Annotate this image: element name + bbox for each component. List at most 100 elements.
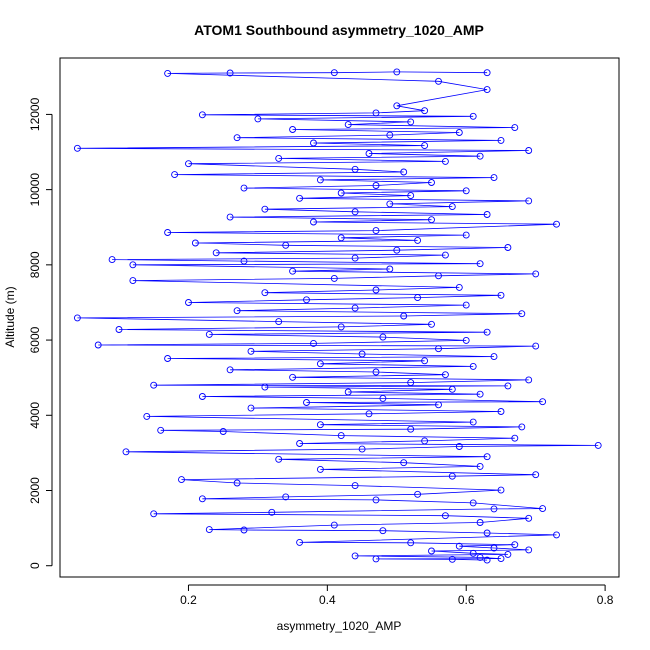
data-point <box>372 496 380 504</box>
data-point <box>108 256 116 264</box>
data-point <box>316 360 324 368</box>
data-point <box>296 440 304 447</box>
data-point <box>455 443 463 450</box>
data-point <box>435 272 442 280</box>
data-point <box>393 102 401 110</box>
data-point <box>414 236 422 244</box>
data-point <box>414 490 422 498</box>
data-point <box>254 115 262 123</box>
data-point <box>337 189 345 197</box>
data-point <box>143 412 151 420</box>
data-point <box>164 69 172 77</box>
series-line <box>77 71 599 561</box>
data-point <box>511 541 519 549</box>
data-point <box>497 291 505 299</box>
y-axis: 0 2000 4000 6000 8000 10000 12000 <box>28 97 53 569</box>
y-tick-label: 0 <box>28 562 42 569</box>
data-point <box>379 333 387 341</box>
data-point <box>483 453 491 461</box>
data-point <box>358 445 366 453</box>
x-tick-label: 0.6 <box>458 593 475 607</box>
data-point <box>178 476 185 484</box>
data-point <box>476 462 484 470</box>
data-point <box>372 227 380 235</box>
data-point <box>275 318 283 326</box>
data-point <box>240 184 248 192</box>
data-point <box>205 330 213 338</box>
data-point <box>483 211 491 218</box>
data-point <box>476 390 484 398</box>
data-point <box>233 307 241 315</box>
data-point <box>310 139 317 147</box>
data-point <box>594 441 602 449</box>
data-point <box>539 398 547 406</box>
data-point <box>407 539 415 547</box>
data-point <box>379 527 387 535</box>
data-point <box>233 134 241 142</box>
data-point <box>448 472 456 480</box>
data-point <box>303 399 310 406</box>
data-point <box>483 328 491 336</box>
data-point <box>171 171 179 179</box>
data-point <box>435 401 442 409</box>
data-point <box>407 379 415 387</box>
data-point <box>282 493 290 501</box>
data-point <box>483 69 491 77</box>
data-point <box>226 366 234 374</box>
data-point <box>330 69 338 77</box>
data-point <box>525 376 533 384</box>
data-point <box>198 495 206 503</box>
x-axis: 0.2 0.4 0.6 0.8 <box>180 584 614 607</box>
data-point <box>469 549 477 557</box>
data-point <box>469 112 477 120</box>
data-point <box>476 519 484 526</box>
data-point <box>226 213 234 221</box>
data-point <box>469 362 477 370</box>
data-point <box>407 118 415 126</box>
data-point <box>351 254 359 262</box>
data-point <box>532 471 540 479</box>
data-point <box>247 347 255 355</box>
data-point <box>219 428 227 435</box>
data-point <box>164 355 172 362</box>
data-point <box>289 126 297 133</box>
data-point <box>372 555 380 563</box>
data-point <box>511 434 519 442</box>
data-point <box>518 310 526 318</box>
data-point <box>386 200 394 208</box>
data-point <box>400 168 408 176</box>
data-point <box>435 345 442 353</box>
data-point <box>414 294 422 302</box>
data-point <box>448 203 456 211</box>
data-point <box>365 150 373 157</box>
data-point <box>504 244 512 251</box>
data-point <box>476 152 484 160</box>
y-tick-label: 10000 <box>28 173 42 207</box>
data-point <box>150 510 158 518</box>
data-point <box>372 368 380 376</box>
y-tick-label: 12000 <box>28 97 42 131</box>
data-point <box>504 382 512 390</box>
x-tick-label: 0.8 <box>597 593 614 607</box>
data-point <box>407 192 415 200</box>
data-point <box>365 410 373 418</box>
data-point <box>393 246 401 254</box>
data-point <box>525 514 533 522</box>
data-point <box>435 77 442 85</box>
data-point <box>268 508 276 516</box>
data-point <box>351 482 359 490</box>
data-point <box>337 323 345 331</box>
data-point <box>532 342 540 350</box>
data-point <box>511 124 519 132</box>
data-point <box>421 437 429 445</box>
data-point <box>289 373 297 381</box>
data-point <box>421 357 429 365</box>
data-point <box>462 301 470 309</box>
data-point <box>490 505 498 513</box>
data-point <box>289 267 297 275</box>
data-point <box>275 455 283 463</box>
data-point <box>441 251 449 259</box>
data-point <box>351 165 359 173</box>
data-point <box>351 552 359 560</box>
data-point <box>497 136 505 144</box>
